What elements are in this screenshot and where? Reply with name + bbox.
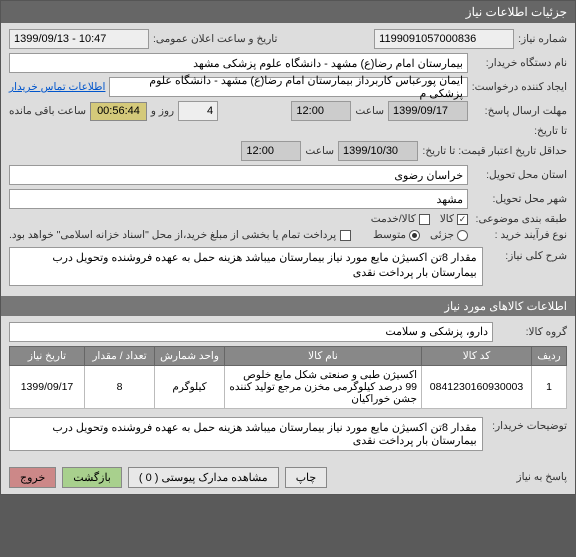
city-label: شهر محل تحویل: (472, 193, 567, 205)
remain-days-label: روز و (151, 105, 174, 117)
contact-link[interactable]: اطلاعات تماس خریدار (9, 81, 105, 93)
remain-days-field: 4 (178, 101, 218, 121)
creator-field: ایمان پورعباس کاربرداز بیمارستان امام رض… (109, 77, 468, 97)
valid-date-field: 1399/10/30 (338, 141, 418, 161)
remain-timer: 00:56:44 (90, 102, 147, 121)
req-no-field: 1199091057000836 (374, 29, 514, 49)
payment-checkbox[interactable] (340, 230, 351, 241)
buyer-field: بیمارستان امام رضا(ع) مشهد - دانشگاه علو… (9, 53, 468, 73)
proc-mid-radio[interactable] (409, 230, 420, 241)
budget-kala-checkbox[interactable] (457, 214, 468, 225)
pub-date-label: تاریخ و ساعت اعلان عمومی: (153, 33, 277, 45)
budget-khadamat-checkbox[interactable] (419, 214, 430, 225)
group-field: دارو، پزشکی و سلامت (9, 322, 493, 342)
attach-count: ( 0 ) (139, 472, 159, 484)
buyer-notes-label: توضیحات خریدار: (487, 417, 567, 432)
valid-until-label: حداقل تاریخ اعتبار قیمت: تا تاریخ: (422, 145, 567, 157)
col-qty: تعداد / مقدار (85, 346, 155, 365)
table-row[interactable]: 1 0841230160930003 اکسیژن طبی و صنعتی شک… (10, 365, 567, 408)
attach-button[interactable]: مشاهده مدارک پیوستی ( 0 ) (128, 467, 279, 488)
valid-time-field: 12:00 (241, 141, 301, 161)
group-label: گروه کالا: (497, 326, 567, 338)
items-section-title: اطلاعات کالاهای مورد نیاز (1, 296, 575, 316)
desc-label: شرح کلی نیاز: (487, 247, 567, 262)
pub-date-field: 1399/09/13 - 10:47 (9, 29, 149, 49)
panel-title: جزئیات اطلاعات نیاز (466, 5, 567, 19)
cell-date: 1399/09/17 (10, 365, 85, 408)
send-time-label: ساعت (355, 105, 384, 117)
payment-note: پرداخت تمام یا بخشی از مبلغ خرید،از محل … (9, 229, 336, 241)
proc-mid-label: متوسط (373, 229, 406, 241)
req-no-label: شماره نیاز: (518, 33, 567, 45)
col-name: نام کالا (225, 346, 422, 365)
desc-textarea: مقدار 8تن اکسیژن مایع مورد نیاز بیمارستا… (9, 247, 483, 286)
budget-label: طبقه بندی موضوعی: (472, 213, 567, 225)
back-button[interactable]: بازگشت (62, 467, 122, 488)
budget-radio-group: کالا کالا/خدمت (371, 213, 468, 225)
proc-low-label: جزئی (430, 229, 454, 241)
send-deadline-label: مهلت ارسال پاسخ: (472, 105, 567, 117)
send-date-field: 1399/09/17 (388, 101, 468, 121)
panel-header: جزئیات اطلاعات نیاز (1, 1, 575, 23)
send-time-field: 12:00 (291, 101, 351, 121)
process-label: نوع فرآیند خرید : (472, 229, 567, 241)
form-area: شماره نیاز: 1199091057000836 تاریخ و ساع… (1, 23, 575, 296)
province-field: خراسان رضوی (9, 165, 468, 185)
table-header-row: ردیف کد کالا نام کالا واحد شمارش تعداد /… (10, 346, 567, 365)
buyer-notes-box: مقدار 8تن اکسیژن مایع مورد نیاز بیمارستا… (9, 417, 483, 451)
footer-buttons: پاسخ به نیاز چاپ مشاهده مدارک پیوستی ( 0… (1, 461, 575, 494)
items-table: ردیف کد کالا نام کالا واحد شمارش تعداد /… (9, 346, 567, 409)
cell-name: اکسیژن طبی و صنعتی شکل مایع خلوص 99 درصد… (225, 365, 422, 408)
city-field: مشهد (9, 189, 468, 209)
cell-code: 0841230160930003 (422, 365, 532, 408)
budget-kala-label: کالا (440, 213, 454, 225)
col-no: ردیف (532, 346, 567, 365)
buyer-label: نام دستگاه خریدار: (472, 57, 567, 69)
reply-label: پاسخ به نیاز (517, 471, 567, 483)
province-label: استان محل تحویل: (472, 169, 567, 181)
budget-khadamat-label: کالا/خدمت (371, 213, 416, 225)
col-unit: واحد شمارش (155, 346, 225, 365)
process-radio-group: جزئی متوسط (373, 229, 468, 241)
attach-label: مشاهده مدارک پیوستی (162, 472, 268, 484)
exit-button[interactable]: خروج (9, 467, 56, 488)
cell-qty: 8 (85, 365, 155, 408)
cell-no: 1 (532, 365, 567, 408)
to-date-label: تا تاریخ: (472, 125, 567, 137)
col-date: تاریخ نیاز (10, 346, 85, 365)
valid-time-hlabel: ساعت (305, 145, 334, 157)
col-code: کد کالا (422, 346, 532, 365)
proc-low-radio[interactable] (457, 230, 468, 241)
print-button[interactable]: چاپ (285, 467, 328, 488)
creator-label: ایجاد کننده درخواست: (472, 81, 567, 93)
remain-time-label: ساعت باقی مانده (9, 105, 86, 117)
cell-unit: کیلوگرم (155, 365, 225, 408)
